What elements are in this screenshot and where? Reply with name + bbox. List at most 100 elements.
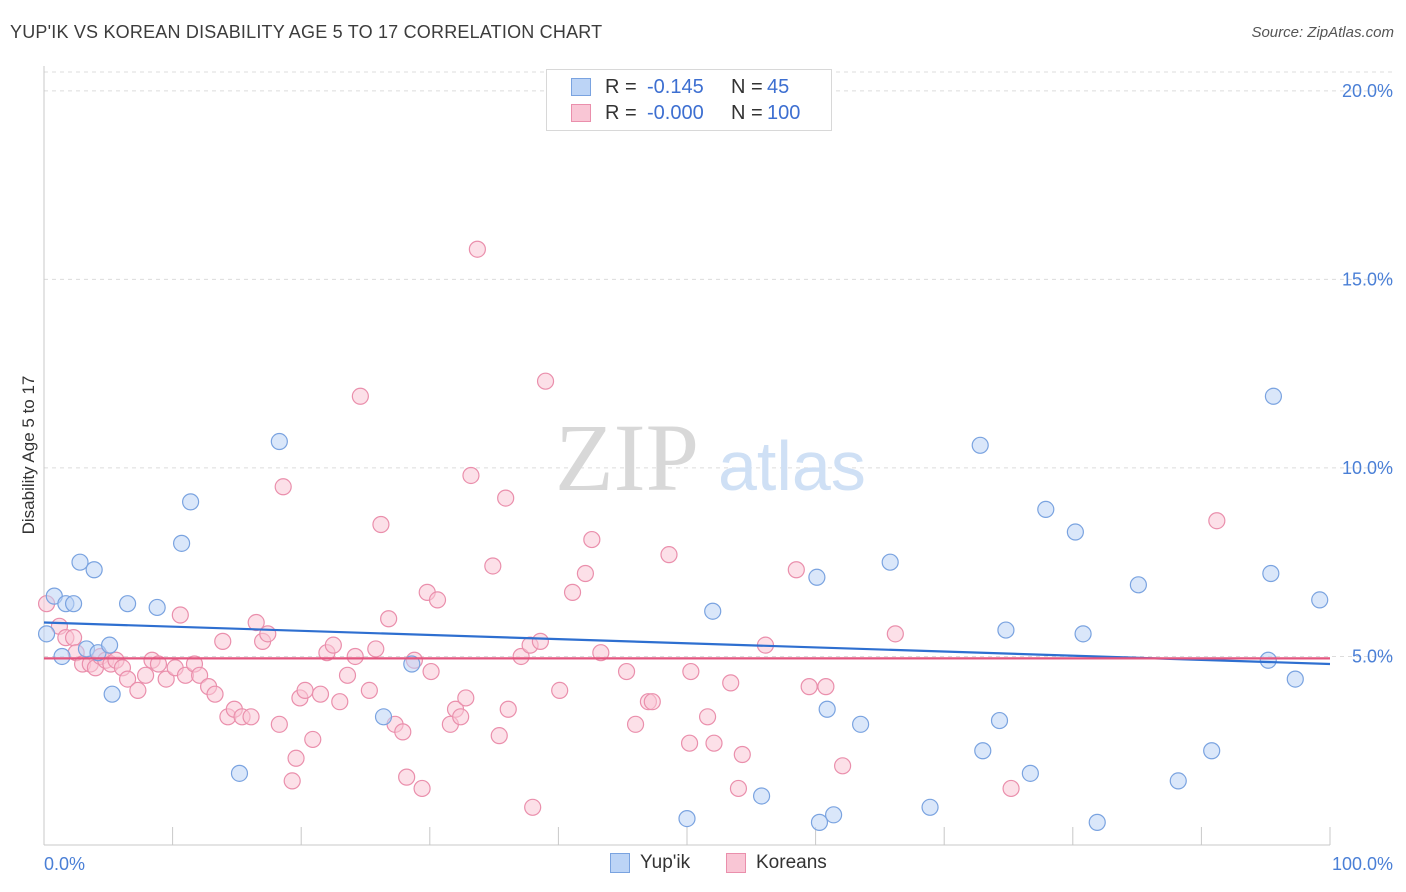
korean-point: [576, 564, 595, 583]
korean-point: [259, 625, 277, 643]
yupik-point: [71, 553, 89, 571]
yupik-point: [374, 708, 393, 726]
korean-point: [413, 779, 431, 798]
y-axis-label: Disability Age 5 to 17: [19, 376, 38, 535]
yupik-point: [678, 810, 696, 828]
korean-point: [206, 685, 224, 703]
korean-point: [1208, 512, 1226, 530]
yupik-point: [182, 493, 200, 511]
korean-point: [1002, 779, 1020, 798]
korean-point: [531, 632, 549, 650]
yupik-point: [971, 436, 989, 454]
korean-point: [64, 629, 83, 647]
korean-point: [324, 636, 342, 654]
n-value: 100: [767, 102, 801, 124]
n-value: 45: [767, 76, 790, 98]
yupik-swatch: [610, 853, 630, 873]
korean-point: [304, 730, 322, 749]
y-tick-label: 5.0%: [1352, 646, 1393, 666]
korean-point: [457, 689, 475, 707]
koreans-swatch: [726, 853, 746, 873]
korean-point: [380, 610, 398, 628]
korean-point: [247, 613, 265, 632]
yupik-point: [230, 764, 249, 782]
korean-point: [660, 546, 678, 564]
korean-point: [149, 655, 168, 673]
yupik-point: [1129, 576, 1147, 594]
korean-point: [283, 772, 301, 790]
korean-point: [422, 662, 440, 681]
korean-point: [129, 681, 147, 700]
grid-lines: [44, 71, 1392, 657]
korean-point: [118, 670, 137, 688]
yupik-point: [990, 711, 1009, 730]
watermark-zip: ZIP: [555, 404, 699, 511]
legend-row-koreans: R = -0.000 N = 100: [547, 101, 831, 127]
korean-point: [490, 727, 508, 745]
korean-point: [360, 681, 378, 700]
yupik-point: [921, 798, 939, 816]
korean-point: [680, 734, 699, 752]
korean-point: [698, 708, 717, 726]
yupik-point: [881, 553, 899, 571]
axes: [43, 66, 1331, 846]
source-label: Source: ZipAtlas.com: [1251, 24, 1394, 41]
korean-point: [512, 647, 530, 666]
watermark-atlas: atlas: [718, 427, 866, 505]
x-tick-label: 100.0%: [1332, 854, 1393, 874]
korean-point: [834, 757, 852, 775]
korean-point: [886, 625, 904, 643]
korean-point: [157, 670, 175, 688]
yupik-point: [1074, 625, 1092, 643]
korean-point: [428, 591, 447, 609]
korean-point: [242, 708, 260, 726]
yupik-point: [53, 647, 71, 666]
koreans-label: Koreans: [756, 852, 827, 873]
yupik-point: [1311, 591, 1329, 609]
yupik-point: [37, 625, 56, 643]
yupik-point: [818, 700, 836, 718]
korean-point: [583, 530, 601, 549]
korean-point: [214, 632, 232, 650]
r-label: R =: [605, 76, 637, 98]
korean-point: [617, 662, 636, 681]
korean-point: [171, 606, 189, 624]
korean-point: [484, 557, 502, 575]
r-value: -0.145: [647, 76, 704, 98]
yupik-point: [704, 602, 722, 620]
chart-title: YUP'IK VS KOREAN DISABILITY AGE 5 TO 17 …: [10, 22, 603, 42]
korean-point: [497, 489, 515, 507]
korean-point: [372, 515, 390, 534]
korean-point: [331, 693, 349, 711]
korean-point: [338, 666, 357, 684]
yupik-point: [1088, 813, 1106, 831]
korean-point: [524, 798, 542, 816]
yupik-point: [1264, 387, 1283, 405]
yupik-point: [1169, 772, 1187, 790]
korean-point: [682, 662, 700, 681]
korean-point: [563, 583, 582, 601]
yupik-point: [974, 742, 992, 760]
yupik-point: [100, 636, 119, 654]
legend-row-yupik: R = -0.145 N = 45: [547, 75, 831, 101]
yupik-point: [752, 787, 771, 805]
yupik-point: [1066, 523, 1084, 541]
yupik-label: Yup'ik: [640, 852, 691, 873]
trend-lines: [43, 621, 1331, 666]
korean-point: [787, 561, 805, 579]
korean-point: [733, 745, 751, 764]
y-tick-label: 15.0%: [1342, 269, 1393, 289]
korean-point: [643, 693, 661, 711]
korean-point: [551, 681, 569, 700]
korean-point: [136, 666, 155, 684]
korean-point: [191, 666, 209, 684]
yupik-point: [64, 595, 83, 613]
yupik-point: [1203, 742, 1221, 760]
korean-point: [462, 466, 480, 485]
n-label: N =: [731, 76, 763, 98]
yupik-point: [1262, 564, 1280, 583]
korean-point: [729, 779, 748, 798]
yupik-point: [85, 561, 103, 579]
yupik-point: [825, 806, 843, 824]
